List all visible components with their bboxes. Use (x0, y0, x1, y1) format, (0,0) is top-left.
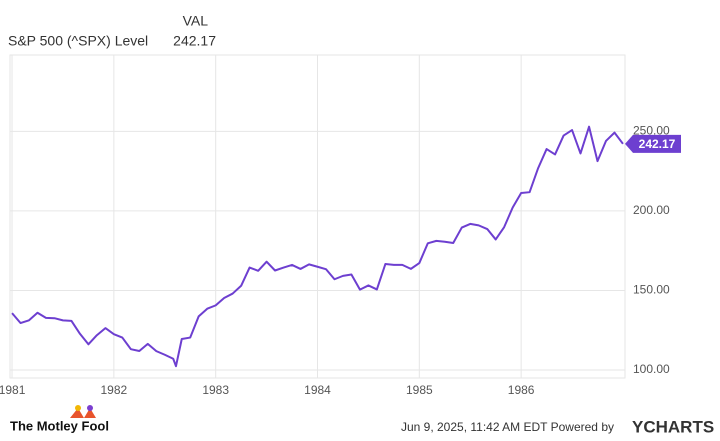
x-tick-label: 1986 (508, 383, 535, 397)
last-value-tag (625, 134, 681, 153)
logo-bell (75, 405, 81, 411)
footer-provider: YCHARTS (632, 417, 714, 436)
value-header: VAL (183, 13, 209, 29)
line-series (11, 125, 624, 368)
footer-brand: The Motley Fool (10, 418, 109, 433)
x-tick-label: 1984 (304, 383, 331, 397)
x-tick-label: 1982 (101, 383, 128, 397)
x-tick-label: 1983 (202, 383, 229, 397)
y-tick-label: 250.00 (633, 124, 670, 138)
footer-timestamp: Jun 9, 2025, 11:42 AM EDT Powered by (401, 420, 614, 434)
fool-logo (70, 405, 96, 418)
x-tick-label: 1981 (0, 383, 26, 397)
x-tick-label: 1985 (406, 383, 433, 397)
y-tick-label: 200.00 (633, 203, 670, 217)
y-tick-label: 100.00 (633, 362, 670, 376)
legend-name: S&P 500 (^SPX) Level (8, 33, 148, 49)
legend-value: 242.17 (173, 33, 216, 49)
last-value-label: 242.17 (639, 137, 676, 151)
y-tick-label: 150.00 (633, 283, 670, 297)
logo-bell (87, 405, 93, 411)
